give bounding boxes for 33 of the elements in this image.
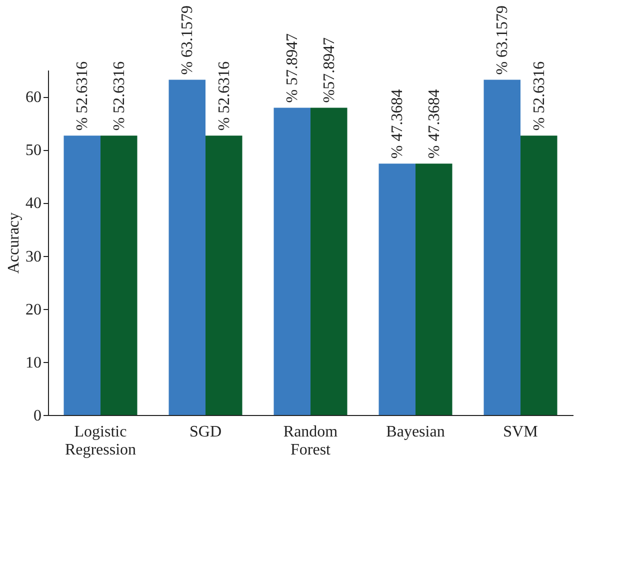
y-tick-label: 30: [26, 248, 42, 266]
data-label: % 57.8947: [284, 33, 302, 103]
y-tick-label: 60: [26, 89, 42, 106]
bar: [310, 108, 348, 415]
data-label: % 52.6316: [530, 61, 548, 131]
bar: [416, 164, 452, 415]
bar: [206, 136, 242, 415]
data-label: % 47.3684: [389, 89, 406, 159]
x-tick-label: Bayesian: [386, 424, 445, 440]
y-axis-title: Accuracy: [6, 212, 22, 274]
data-label: % 52.6316: [74, 61, 92, 131]
x-tick-label: Logistic Regression: [64, 424, 136, 458]
y-tick-label: 20: [26, 301, 42, 318]
y-tick-label: 10: [26, 354, 42, 372]
bar: [274, 108, 310, 415]
bar: [64, 136, 100, 415]
y-tick-label: 0: [34, 408, 42, 424]
bar: [378, 164, 416, 415]
bar: [520, 136, 558, 415]
data-label: % 52.6316: [216, 61, 233, 131]
x-tick-label: Random Forest: [283, 424, 338, 458]
data-label: % 47.3684: [426, 89, 443, 159]
data-label: % 63.1579: [179, 5, 196, 75]
y-tick-label: 50: [26, 142, 42, 160]
data-label: % 52.6316: [110, 61, 128, 131]
bar: [100, 136, 138, 415]
bar: [168, 80, 206, 415]
x-tick-label: SGD: [189, 424, 222, 440]
data-label: %57.8947: [320, 37, 338, 103]
data-label: % 63.1579: [494, 5, 512, 75]
x-tick-label: SVM: [503, 424, 538, 440]
y-tick-label: 40: [26, 195, 42, 212]
bar: [484, 80, 520, 415]
